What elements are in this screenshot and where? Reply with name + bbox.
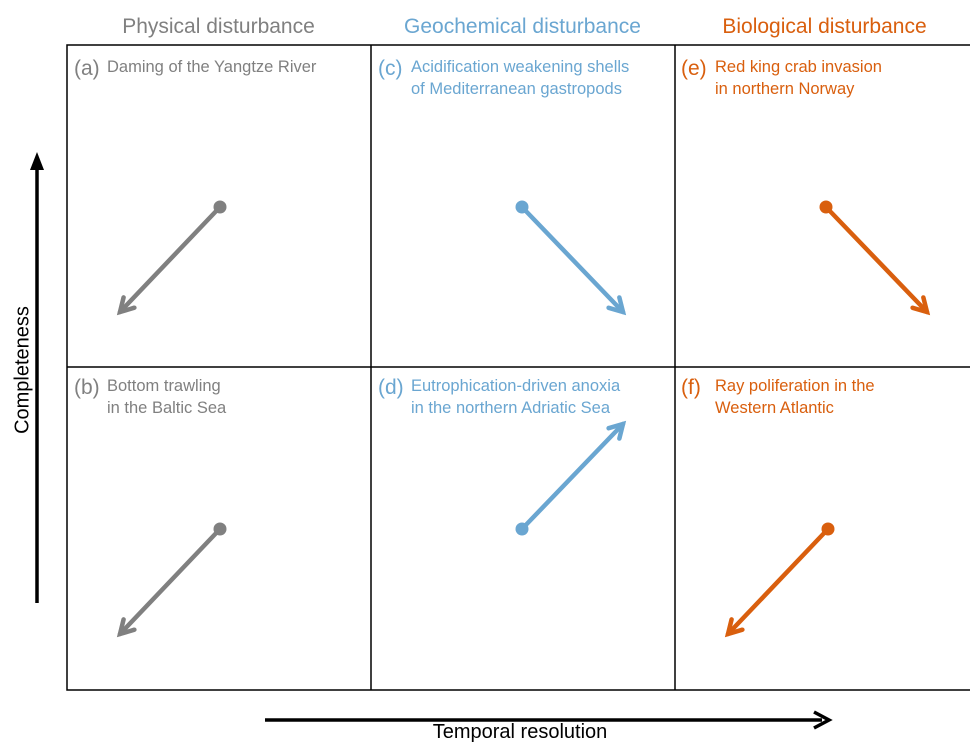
y-axis-label: Completeness	[11, 306, 34, 434]
arrow-head	[606, 295, 627, 316]
arrow-head	[724, 617, 745, 638]
panel-a-tag: (a)	[74, 57, 100, 80]
arrow-origin-dot	[213, 200, 227, 214]
panel-b-tag: (b)	[74, 376, 100, 399]
arrow-shaft	[823, 204, 930, 315]
panel-e-tag: (e)	[681, 57, 707, 80]
panel-c-text: Acidification weakening shells of Medite…	[411, 58, 630, 98]
x-axis-label: Temporal resolution	[432, 721, 608, 743]
column-header-physical: Physical disturbance	[122, 15, 315, 38]
panel-f-tag: (f)	[681, 376, 701, 399]
panel-b-text: Bottom trawling in the Baltic Sea	[107, 377, 227, 417]
arrow-origin-dot	[819, 200, 833, 214]
arrow-head	[116, 617, 137, 638]
arrow-head	[606, 420, 627, 441]
arrow-origin-dot	[821, 522, 835, 536]
panel-b-arrow	[116, 522, 227, 638]
panel-f-text: Ray poliferation in the Western Atlantic	[715, 377, 875, 417]
arrow-origin-dot	[515, 522, 529, 536]
panel-d-arrow	[515, 420, 627, 536]
arrow-origin-dot	[515, 200, 529, 214]
arrow-shaft	[519, 204, 626, 315]
panel-d-tag: (d)	[378, 376, 404, 399]
arrow-shaft	[725, 526, 831, 637]
arrow-head	[116, 295, 137, 316]
y-axis-arrowhead	[30, 152, 44, 170]
panel-e-text: Red king crab invasion in northern Norwa…	[715, 58, 882, 98]
arrow-shaft	[117, 526, 223, 637]
x-axis-arrowhead	[813, 710, 833, 730]
panel-a-text: Daming of the Yangtze River	[107, 58, 317, 76]
arrow-head	[910, 295, 931, 316]
arrow-origin-dot	[213, 522, 227, 536]
column-header-biological: Biological disturbance	[722, 15, 927, 38]
panel-e-arrow	[819, 200, 931, 316]
panel-f-arrow	[724, 522, 835, 638]
arrow-shaft	[519, 421, 626, 532]
panel-c-arrow	[515, 200, 627, 316]
panel-d-text: Eutrophication-driven anoxia in the nort…	[411, 377, 621, 417]
arrow-shaft	[117, 204, 223, 315]
column-header-geochemical: Geochemical disturbance	[404, 15, 641, 38]
panel-c-tag: (c)	[378, 57, 403, 80]
panel-a-arrow	[116, 200, 227, 316]
